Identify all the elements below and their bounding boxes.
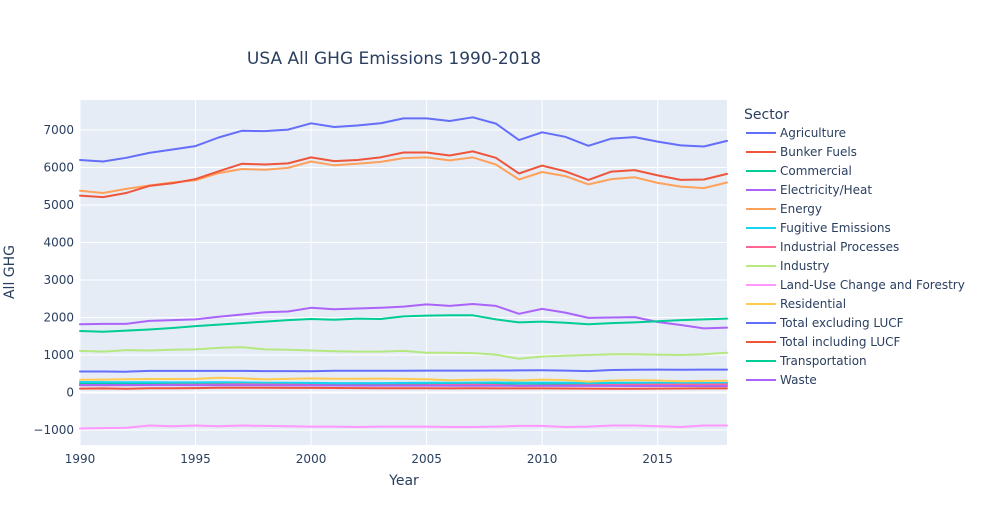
x-tick-label: 2010: [527, 452, 558, 466]
series-line-industry[interactable]: [79, 346, 728, 360]
y-tick-label: 4000: [43, 236, 74, 250]
series-line-electricity-heat[interactable]: [79, 303, 728, 330]
legend-label: Waste: [780, 373, 817, 387]
legend-label: Land-Use Change and Forestry: [780, 278, 965, 292]
series-line-waste[interactable]: [79, 384, 728, 388]
y-tick-label: 7000: [43, 123, 74, 137]
series-layer: [79, 116, 728, 430]
legend-label: Energy: [780, 202, 822, 216]
series-line-fugitive-emissions[interactable]: [79, 381, 728, 385]
legend-label: Total excluding LUCF: [779, 316, 904, 330]
legend-label: Fugitive Emissions: [780, 221, 891, 235]
y-tick-label: 5000: [43, 198, 74, 212]
chart-title: USA All GHG Emissions 1990-2018: [247, 49, 541, 69]
series-line-total-excluding-lucf[interactable]: [79, 116, 728, 163]
legend-item-total-excluding-lucf[interactable]: Total excluding LUCF: [746, 316, 904, 330]
legend-item-fugitive-emissions[interactable]: Fugitive Emissions: [746, 221, 891, 235]
x-tick-label: 2015: [642, 452, 673, 466]
x-tick-label: 2000: [296, 452, 327, 466]
series-line-land-use-change-and-forestry[interactable]: [79, 424, 728, 430]
legend-label: Electricity/Heat: [780, 183, 872, 197]
legend[interactable]: Sector Agriculture Bunker Fuels Commercial…: [744, 107, 965, 387]
legend-label: Residential: [780, 297, 846, 311]
y-tick-label: 0: [66, 386, 74, 400]
y-tick-label: 6000: [43, 161, 74, 175]
x-tick-label: 1990: [65, 452, 96, 466]
tick-layer: 1990 1995 2000 2005 2010 2015 −1000 0 1000 2000 30…: [33, 123, 673, 466]
legend-label: Agriculture: [780, 126, 846, 140]
series-line-residential[interactable]: [79, 376, 728, 383]
legend-label: Transportation: [779, 354, 867, 368]
legend-item-industrial-processes[interactable]: Industrial Processes: [746, 240, 899, 254]
legend-item-agriculture[interactable]: Agriculture: [746, 126, 846, 140]
legend-title: Sector: [744, 107, 789, 123]
legend-item-land-use-change-and-forestry[interactable]: Land-Use Change and Forestry: [746, 278, 965, 292]
y-tick-label: −1000: [33, 423, 74, 437]
legend-item-industry[interactable]: Industry: [746, 259, 829, 273]
legend-item-bunker-fuels[interactable]: Bunker Fuels: [746, 145, 857, 159]
series-line-transportation[interactable]: [79, 314, 728, 333]
y-tick-label: 2000: [43, 311, 74, 325]
legend-label: Bunker Fuels: [780, 145, 857, 159]
series-line-agriculture[interactable]: [79, 368, 728, 373]
series-line-total-including-lucf[interactable]: [79, 150, 728, 199]
legend-item-total-including-lucf[interactable]: Total including LUCF: [746, 335, 901, 349]
legend-item-commercial[interactable]: Commercial: [746, 164, 852, 178]
legend-item-residential[interactable]: Residential: [746, 297, 846, 311]
y-axis-label: All GHG: [2, 245, 18, 299]
legend-item-energy[interactable]: Energy: [746, 202, 822, 216]
x-tick-label: 1995: [180, 452, 211, 466]
legend-label: Industrial Processes: [780, 240, 899, 254]
legend-item-waste[interactable]: Waste: [746, 373, 817, 387]
legend-label: Total including LUCF: [779, 335, 901, 349]
legend-items[interactable]: Agriculture Bunker Fuels Commercial Electri…: [746, 126, 965, 387]
y-tick-label: 3000: [43, 273, 74, 287]
y-tick-label: 1000: [43, 348, 74, 362]
series-line-bunker-fuels[interactable]: [79, 386, 728, 390]
legend-item-electricity-heat[interactable]: Electricity/Heat: [746, 183, 872, 197]
legend-label: Commercial: [780, 164, 852, 178]
x-tick-label: 2005: [411, 452, 442, 466]
legend-label: Industry: [780, 259, 829, 273]
x-axis-label: Year: [388, 473, 419, 489]
legend-item-transportation[interactable]: Transportation: [746, 354, 867, 368]
